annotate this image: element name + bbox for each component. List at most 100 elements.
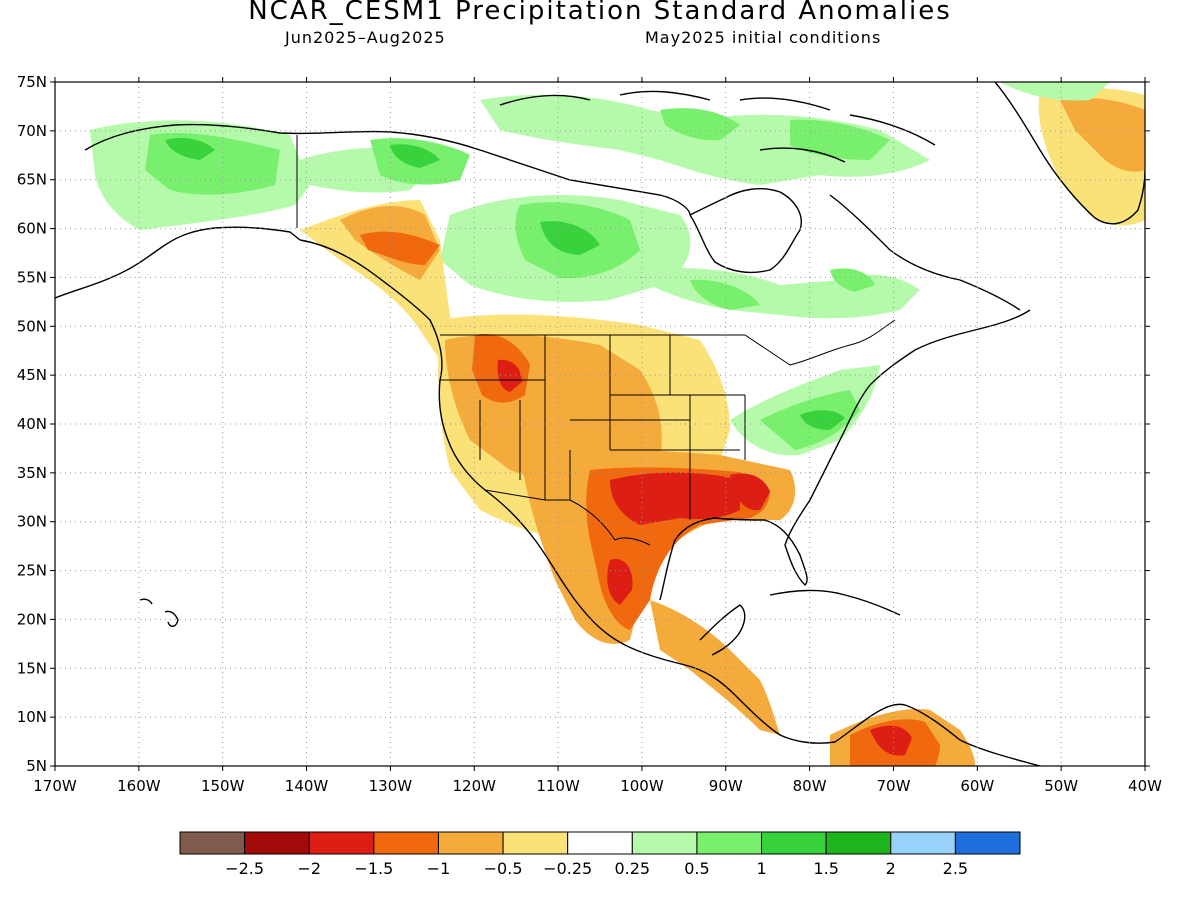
- coast-east-us: [839, 309, 1031, 441]
- coastlines: [55, 82, 1145, 766]
- wet-peak-east-us: [800, 410, 845, 430]
- dry-peak-mexico: [607, 559, 633, 605]
- map-title: NCAR_CESM1 Precipitation Standard Anomal…: [248, 0, 952, 26]
- colorbar-swatch: [308, 831, 375, 855]
- dry-max-gulf: [610, 472, 740, 525]
- wet-core-alaska-2: [165, 138, 215, 160]
- lon-label: 150W: [201, 777, 245, 795]
- wet-core-arctic: [660, 108, 740, 141]
- lat-label: 35N: [17, 464, 47, 482]
- lat-label: 75N: [17, 73, 47, 91]
- colorbar-swatch: [825, 831, 892, 855]
- wet-peak-central-canada: [540, 221, 600, 255]
- colorbar-label: −1.5: [354, 859, 393, 878]
- lon-label: 80W: [793, 777, 827, 795]
- colorbar-label: 2: [886, 859, 896, 878]
- colorbar-label: −2.5: [225, 859, 264, 878]
- dry-max-alabama: [730, 473, 770, 511]
- colorbar-swatch: [567, 831, 633, 855]
- forecast-period: Jun2025–Aug2025: [285, 28, 446, 47]
- colorbar-label: −1: [427, 859, 451, 878]
- coast-canada-north: [479, 149, 691, 216]
- border-us-mexico: [484, 489, 651, 546]
- colorbar-swatch: [244, 831, 310, 855]
- lat-label: 70N: [17, 122, 47, 140]
- coast-arctic-islands: [499, 90, 936, 163]
- colorbar-swatch: [373, 831, 439, 855]
- longitude-axis: 170W 160W 150W 140W 130W 120W 110W 100W 90W 80W 70…: [33, 77, 1162, 795]
- lon-label: 50W: [1044, 777, 1078, 795]
- dry-max-idaho: [497, 359, 522, 392]
- colorbar-swatch: [954, 831, 1021, 855]
- lon-label: 110W: [536, 777, 580, 795]
- wet-core-arctic-2: [790, 119, 890, 160]
- colorbar-swatch: [631, 831, 698, 855]
- dry-peak-bc: [360, 231, 440, 265]
- wet-core-mackenzie: [390, 144, 440, 168]
- colorbar-swatch: [437, 831, 504, 855]
- lon-label: 70W: [877, 777, 911, 795]
- lat-label: 65N: [17, 171, 47, 189]
- coast-yucatan: [699, 604, 746, 656]
- colorbar-label: 0.25: [614, 859, 650, 878]
- colorbar-label: 1: [756, 859, 766, 878]
- lat-label: 60N: [17, 220, 47, 238]
- dry-core-greenland: [1060, 98, 1145, 172]
- lat-label: 25N: [17, 562, 47, 580]
- coast-gulf: [659, 439, 841, 601]
- coast-south-america: [834, 703, 1041, 766]
- colorbar: −2.5 −2 −1.5 −1 −0.5 −0.25 0.25 0.5 1 1.5 2 2.5: [179, 831, 1021, 878]
- colorbar-label: −2: [297, 859, 321, 878]
- coast-hudson-bay: [689, 188, 802, 274]
- lat-label: 40N: [17, 415, 47, 433]
- lat-label: 50N: [17, 317, 47, 335]
- coast-caribbean-cuba: [769, 589, 901, 616]
- lat-label: 5N: [26, 757, 47, 775]
- border-us-canada: [440, 319, 896, 366]
- colorbar-swatch: [179, 831, 246, 855]
- dry-max-south-america: [870, 725, 912, 756]
- colorbar-swatch: [761, 831, 827, 855]
- gridlines: [55, 82, 1145, 766]
- coast-alaska: [55, 226, 301, 299]
- colorbar-label: −0.25: [543, 859, 592, 878]
- lon-label: 120W: [452, 777, 496, 795]
- initial-conditions: May2025 initial conditions: [645, 28, 882, 47]
- colorbar-label: −0.5: [484, 859, 523, 878]
- lat-label: 30N: [17, 513, 47, 531]
- colorbar-label: 1.5: [813, 859, 838, 878]
- lat-label: 15N: [17, 659, 47, 677]
- colorbar-swatch: [502, 831, 569, 855]
- lon-label: 40W: [1128, 777, 1162, 795]
- latitude-axis: 75N 70N 65N 60N 55N 50N 45N 40N 35N 30N 25N 20N 15N 1…: [17, 73, 1150, 775]
- political-boundaries: [296, 135, 896, 546]
- coast-labrador: [829, 194, 1021, 311]
- anomaly-fields: [90, 82, 1145, 766]
- lat-label: 20N: [17, 610, 47, 628]
- lat-label: 45N: [17, 366, 47, 384]
- lon-label: 130W: [369, 777, 413, 795]
- wet-core-quebec-2: [830, 268, 875, 292]
- dry-area-central-america: [650, 600, 780, 735]
- lon-label: 140W: [285, 777, 329, 795]
- lon-label: 160W: [117, 777, 161, 795]
- lon-label: 90W: [709, 777, 743, 795]
- colorbar-swatch: [696, 831, 763, 855]
- lat-label: 55N: [17, 268, 47, 286]
- colorbar-label: 0.5: [684, 859, 709, 878]
- wet-area-greenland: [1000, 82, 1110, 101]
- lon-label: 100W: [620, 777, 664, 795]
- lon-label: 170W: [33, 777, 77, 795]
- lat-label: 10N: [17, 708, 47, 726]
- wet-area-arctic: [480, 94, 930, 185]
- lon-label: 60W: [960, 777, 994, 795]
- coast-west-north-america: [299, 239, 836, 744]
- wet-core-quebec: [690, 279, 760, 310]
- coast-hawaii: [139, 598, 179, 627]
- coast-alaska-north: [84, 123, 481, 151]
- border-state-lines: [440, 335, 746, 520]
- colorbar-swatch: [890, 831, 956, 855]
- colorbar-label: 2.5: [943, 859, 968, 878]
- coast-greenland: [994, 82, 1145, 225]
